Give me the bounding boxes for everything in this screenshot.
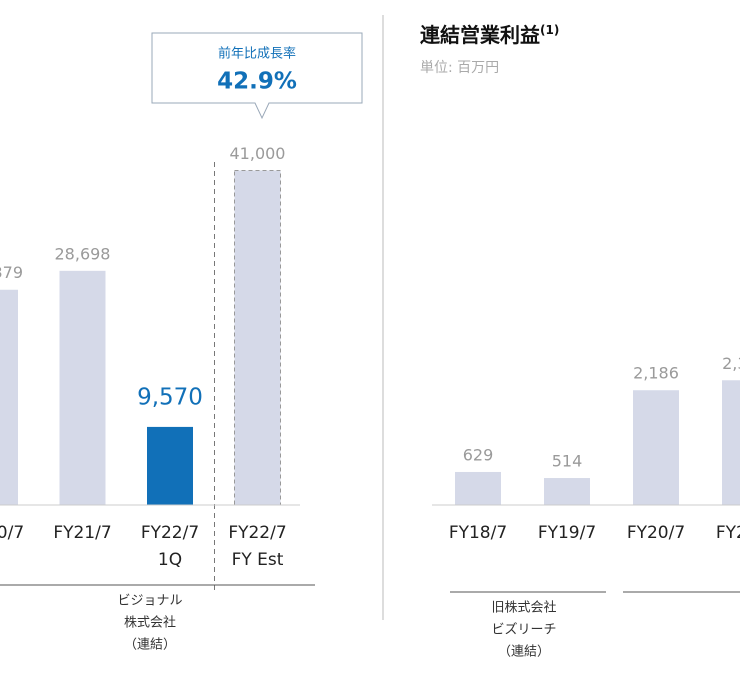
x-tick-label: FY Est (232, 550, 284, 570)
group-label: ビズリーチ (491, 622, 556, 638)
x-tick-label: FY22/7 (141, 523, 199, 543)
x-tick-label: FY20/7 (0, 523, 24, 543)
value-label: 629 (463, 445, 494, 464)
group-label: （連結） (124, 638, 176, 653)
callout-label: 前年比成長率 (218, 46, 296, 62)
x-tick-label: FY21/7 (53, 523, 111, 543)
value-label: 28,698 (55, 244, 111, 263)
chart-title: 連結営業利益(1) (420, 23, 559, 47)
value-label: 41,000 (230, 144, 286, 163)
chart-subtitle: 単位: 百万円 (420, 60, 499, 76)
bar (234, 169, 281, 506)
x-tick-label: FY19/7 (538, 523, 596, 543)
bar (59, 270, 106, 505)
bar (147, 426, 193, 505)
bar (0, 289, 18, 505)
group-label: 株式会社 (124, 615, 176, 631)
group-label: ビジョナル (117, 594, 182, 609)
group-label: （連結） (498, 645, 550, 660)
x-tick-label: FY22/7 (228, 523, 286, 543)
callout-box (151, 32, 363, 120)
value-label: 514 (552, 452, 583, 471)
value-label: 2,186 (633, 364, 679, 383)
callout-value: 42.9% (217, 69, 297, 95)
bar (544, 478, 590, 505)
x-tick-label: FY21/7 (716, 523, 740, 543)
bar (722, 380, 740, 505)
value-label: 2,376 (722, 354, 740, 373)
value-label: 26,379 (0, 263, 23, 282)
bar (455, 471, 501, 505)
group-label: 旧株式会社 (491, 600, 556, 616)
x-tick-label: FY20/7 (627, 523, 685, 543)
value-label: 9,570 (137, 384, 203, 410)
bar (633, 390, 679, 505)
x-tick-label: 1Q (158, 550, 182, 570)
x-tick-label: FY18/7 (449, 523, 507, 543)
